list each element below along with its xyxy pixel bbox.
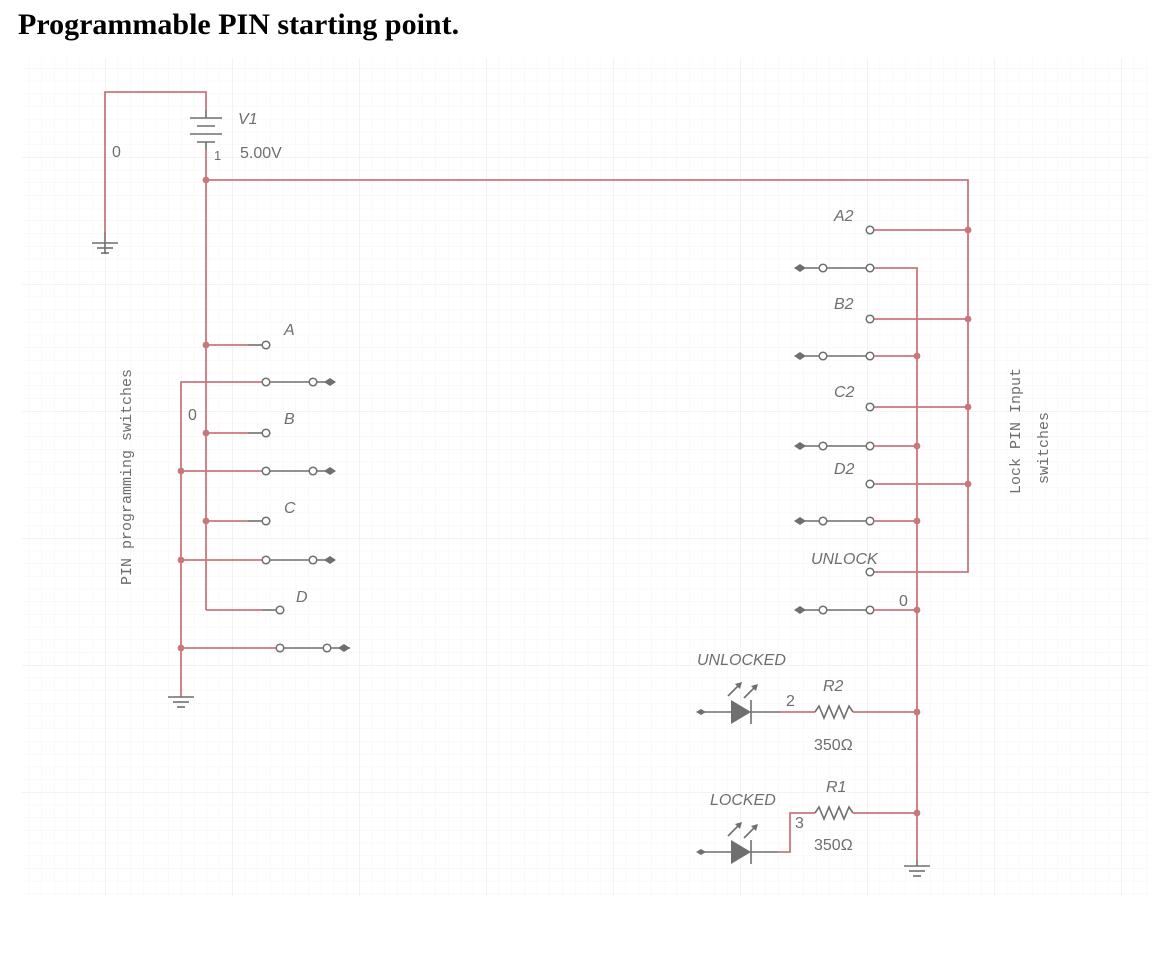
- battery-name: V1: [238, 111, 258, 128]
- grid-background: [22, 58, 1150, 896]
- battery-v1[interactable]: [104, 91, 222, 232]
- lock-switch-b2-label: B2: [834, 296, 854, 313]
- node-label-2: 2: [786, 693, 795, 710]
- node-label-0-top: 0: [112, 144, 121, 161]
- pin-switch-b[interactable]: [202, 428, 336, 476]
- resistor-r2-name: R2: [823, 678, 844, 695]
- pin-switch-a[interactable]: [202, 340, 336, 387]
- node-label-0-right: 0: [899, 593, 908, 610]
- lock-switch-c2[interactable]: [794, 402, 972, 451]
- resistor-r1-name: R1: [826, 779, 846, 796]
- node-label-3: 3: [795, 815, 804, 832]
- junction-dot: [177, 556, 185, 564]
- junction-dot: [177, 467, 185, 475]
- right-panel-caption-line2: switches: [1036, 412, 1053, 484]
- resistor-r2[interactable]: [814, 703, 921, 721]
- led-locked[interactable]: [696, 822, 778, 864]
- right-panel-caption-line1: Lock PIN Input: [1008, 368, 1025, 494]
- right-common-rail: [870, 267, 918, 860]
- junction-dot: [177, 644, 185, 652]
- wire: [778, 812, 815, 853]
- led-locked-label: LOCKED: [710, 792, 776, 809]
- pin-switch-a-label: A: [283, 322, 295, 339]
- battery-voltage: 5.00V: [240, 145, 282, 162]
- page-title: Programmable PIN starting point.: [18, 8, 460, 41]
- ground-symbol-left-top: [92, 232, 118, 254]
- led-unlocked[interactable]: [696, 682, 780, 724]
- pin-switch-d[interactable]: [206, 605, 350, 653]
- junction-dot: [202, 176, 210, 184]
- left-panel-caption: PIN programming switches: [119, 369, 136, 585]
- resistor-r1-value: 350Ω: [814, 837, 853, 854]
- lock-switch-unlock-label: UNLOCK: [811, 551, 879, 568]
- resistor-r2-value: 350Ω: [814, 737, 853, 754]
- node-label-0-left: 0: [188, 407, 197, 424]
- lock-switch-d2-label: D2: [834, 461, 855, 478]
- left-ground-rail: [180, 381, 265, 697]
- lock-switch-c2-label: C2: [834, 384, 855, 401]
- node-label-1: 1: [214, 148, 221, 163]
- ground-symbol-right: [904, 860, 930, 877]
- lock-switch-b2[interactable]: [794, 314, 972, 361]
- lock-switch-a2[interactable]: [794, 225, 972, 273]
- lock-switch-a2-label: A2: [833, 208, 854, 225]
- pin-switch-c[interactable]: [202, 516, 336, 565]
- resistor-r1[interactable]: [814, 804, 921, 822]
- ground-symbol-left-bottom: [168, 696, 194, 708]
- pin-switch-b-label: B: [284, 411, 295, 428]
- supply-rail: [206, 179, 969, 573]
- lock-switch-unlock[interactable]: [794, 567, 921, 615]
- lock-switch-d2[interactable]: [794, 479, 972, 526]
- pin-switch-d-label: D: [296, 589, 308, 606]
- led-unlocked-label: UNLOCKED: [697, 652, 786, 669]
- pin-switch-c-label: C: [284, 500, 296, 517]
